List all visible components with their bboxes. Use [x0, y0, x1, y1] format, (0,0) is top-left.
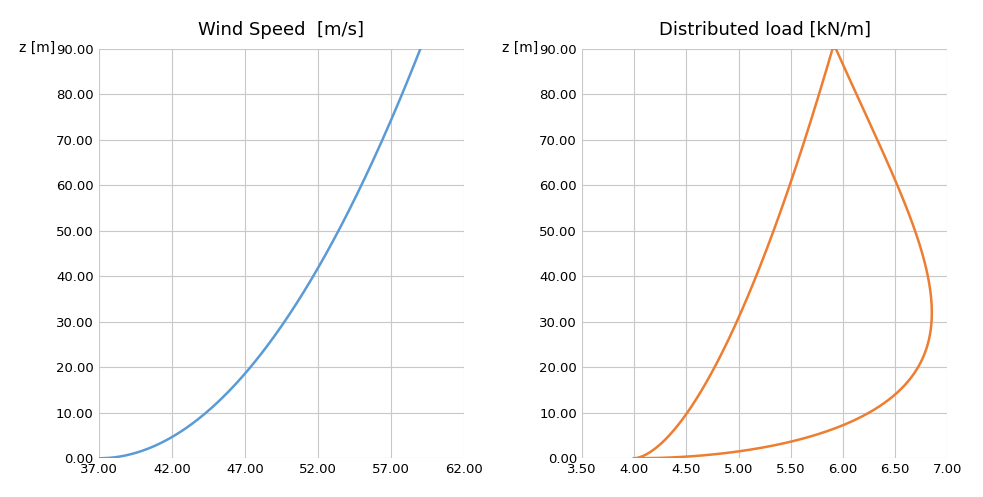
Title: Distributed load [kN/m]: Distributed load [kN/m] — [659, 21, 871, 39]
Y-axis label: z [m]: z [m] — [501, 41, 538, 55]
Y-axis label: z [m]: z [m] — [19, 41, 55, 55]
Title: Wind Speed  [m/s]: Wind Speed [m/s] — [199, 21, 365, 39]
